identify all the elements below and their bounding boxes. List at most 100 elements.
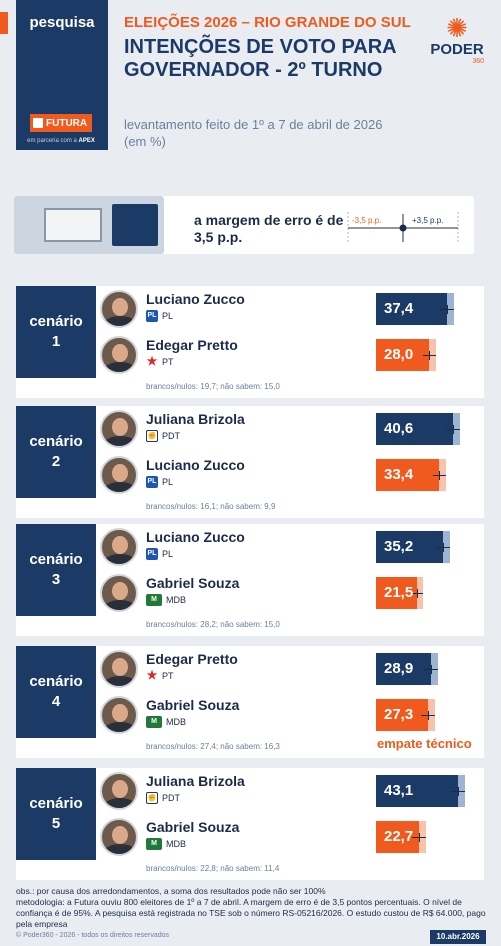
candidate-row: Luciano Zucco PL PL 33,4 xyxy=(100,454,484,496)
candidate-photo xyxy=(100,528,138,566)
face-icon xyxy=(112,582,128,600)
margin-label: a margem de erro é de 3,5 p.p. xyxy=(194,212,344,245)
scenario-label: cenário 1 xyxy=(16,286,96,378)
scenario-label-word: cenário xyxy=(29,795,83,812)
subtitle: levantamento feito de 1º a 7 de abril de… xyxy=(124,117,383,149)
pollster-name: FUTURA xyxy=(46,117,88,129)
bar-track: 35,2 xyxy=(376,531,471,563)
body-icon xyxy=(104,798,136,808)
vote-bar xyxy=(376,413,454,445)
error-center-tick xyxy=(457,787,459,796)
candidate-name: Luciano Zucco xyxy=(146,529,245,545)
party-name: PDT xyxy=(162,793,180,803)
candidate-party: PL PL xyxy=(146,476,173,488)
error-whisker xyxy=(436,547,450,548)
face-icon xyxy=(112,344,128,362)
vote-bar xyxy=(376,577,417,609)
scenario-label-word: cenário xyxy=(29,673,83,690)
margin-plus: +3,5 p.p. xyxy=(412,216,443,225)
pollster-logo: FUTURA xyxy=(30,114,92,132)
candidate-row: Gabriel Souza M MDB 21,5 xyxy=(100,572,484,614)
candidate-party: PL PL xyxy=(146,548,173,560)
vote-bar xyxy=(376,459,440,491)
candidate-row: Edegar Pretto ★ PT 28,0 xyxy=(100,334,484,376)
party-name: PT xyxy=(162,671,174,681)
vote-bar xyxy=(376,653,431,685)
candidate-name: Luciano Zucco xyxy=(146,457,245,473)
candidate-name: Gabriel Souza xyxy=(146,575,240,591)
pollster-mark-icon xyxy=(33,118,43,128)
bar-track: 21,5 xyxy=(376,577,471,609)
bar-value-label: 22,7 xyxy=(384,828,414,845)
party-logo-icon: ✊ xyxy=(146,792,158,804)
candidate-photo xyxy=(100,574,138,612)
page-title: INTENÇÕES DE VOTO PARA GOVERNADOR - 2º T… xyxy=(124,36,396,81)
kicker: ELEIÇÕES 2026 – RIO GRANDE DO SUL xyxy=(124,14,411,31)
bar-value-label: 28,9 xyxy=(384,660,414,677)
party-logo-icon: M xyxy=(146,594,162,606)
error-center-tick xyxy=(429,351,431,360)
bar-value-label: 40,6 xyxy=(384,420,414,437)
party-name: PDT xyxy=(162,431,180,441)
partner-credit: em parceria com a APEX xyxy=(24,138,98,144)
error-whisker xyxy=(432,475,447,476)
vote-bar xyxy=(376,531,443,563)
footer-method: metodologia: a Futura ouviu 800 eleitore… xyxy=(16,897,486,929)
candidate-photo xyxy=(100,818,138,856)
bar-value-label: 28,0 xyxy=(384,346,414,363)
party-name: PL xyxy=(162,311,174,321)
margin-minus: -3,5 p.p. xyxy=(352,216,381,225)
candidate-name: Luciano Zucco xyxy=(146,291,245,307)
scenario-label-number: 5 xyxy=(51,815,61,832)
body-icon xyxy=(104,844,136,854)
logo-name: PODER xyxy=(430,41,484,58)
vote-bar xyxy=(376,339,430,371)
scenario-note: brancos/nulos: 28,2; não sabem: 15,0 xyxy=(146,620,280,629)
scenario-label: cenário 4 xyxy=(16,646,96,738)
sunburst-icon: ✺ xyxy=(446,13,468,43)
candidate-photo xyxy=(100,410,138,448)
candidate-party: M MDB xyxy=(146,716,186,728)
bar-value-label: 43,1 xyxy=(384,782,414,799)
body-icon xyxy=(104,436,136,446)
face-icon xyxy=(112,464,128,482)
scenario-label-number: 3 xyxy=(51,571,61,588)
body-icon xyxy=(104,362,136,372)
vote-bar xyxy=(376,293,448,325)
candidate-photo xyxy=(100,696,138,734)
publish-date: 10.abr.2026 xyxy=(430,930,486,944)
bar-value-label: 37,4 xyxy=(384,300,414,317)
candidate-name: Juliana Brizola xyxy=(146,411,245,427)
party-name: MDB xyxy=(166,595,186,605)
candidate-party: ★ PT xyxy=(146,354,174,368)
bar-track: 27,3 xyxy=(376,699,471,731)
scenario-label-word: cenário xyxy=(29,433,83,450)
partner-name: APEX xyxy=(78,138,95,144)
party-name: PL xyxy=(162,549,174,559)
scenario-note: brancos/nulos: 27,4; não sabem: 16,3 xyxy=(146,742,280,751)
party-logo-icon: ★ xyxy=(146,354,158,368)
candidate-row: Luciano Zucco PL PL 37,4 xyxy=(100,288,484,330)
error-center-tick xyxy=(419,833,421,842)
bar-track: 28,9 xyxy=(376,653,471,685)
scenario-note: brancos/nulos: 22,8; não sabem: 11,4 xyxy=(146,864,280,873)
body-icon xyxy=(104,722,136,732)
party-name: MDB xyxy=(166,717,186,727)
face-icon xyxy=(112,418,128,436)
bar-track: 33,4 xyxy=(376,459,471,491)
candidate-name: Juliana Brizola xyxy=(146,773,245,789)
candidate-name: Gabriel Souza xyxy=(146,819,240,835)
candidate-party: ★ PT xyxy=(146,669,174,682)
section-tag: pesquisa xyxy=(29,14,95,31)
party-logo-icon: M xyxy=(146,716,162,728)
party-name: PL xyxy=(162,477,174,487)
error-whisker xyxy=(410,593,424,594)
candidate-photo xyxy=(100,336,138,374)
bar-track: 40,6 xyxy=(376,413,471,445)
candidate-row: Juliana Brizola ✊ PDT 43,1 xyxy=(100,770,484,812)
face-icon xyxy=(112,704,128,722)
candidate-photo xyxy=(100,650,138,688)
face-icon xyxy=(112,658,128,676)
candidate-name: Edegar Pretto xyxy=(146,337,238,353)
candidate-party: ✊ PDT xyxy=(146,792,180,804)
